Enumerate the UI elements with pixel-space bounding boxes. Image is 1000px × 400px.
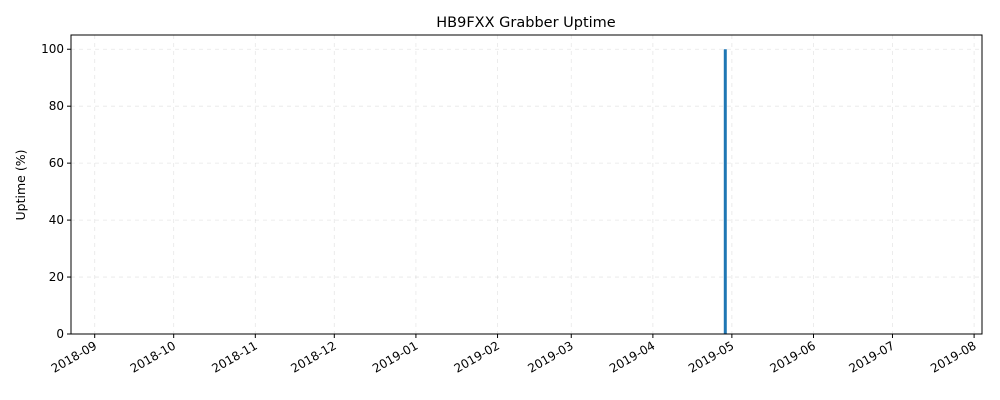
x-tick-label: 2019-05 — [686, 338, 736, 375]
x-tick-label: 2018-11 — [209, 338, 259, 375]
y-tick-label: 100 — [41, 42, 64, 56]
x-tick-label: 2019-02 — [452, 338, 502, 375]
y-tick-label: 20 — [49, 270, 64, 284]
bars — [723, 49, 727, 334]
y-tick-label: 80 — [49, 99, 64, 113]
x-tick-label: 2018-09 — [49, 338, 99, 375]
x-tick-label: 2019-06 — [768, 338, 818, 375]
chart-title: HB9FXX Grabber Uptime — [436, 15, 616, 31]
y-tick-label: 40 — [49, 213, 64, 227]
plot-area — [70, 34, 983, 335]
y-tick-label: 60 — [49, 156, 64, 170]
x-tick-label: 2019-03 — [525, 338, 575, 375]
y-tick-label: 0 — [56, 327, 64, 341]
ticks: 2018-09 2018-10 2018-11 2018-12 2019-01 2019-… — [41, 42, 979, 375]
x-tick-label: 2019-04 — [607, 338, 657, 375]
y-axis-label: Uptime (%) — [13, 150, 28, 221]
x-tick-label: 2019-07 — [847, 338, 897, 375]
x-tick-label: 2018-10 — [128, 338, 178, 375]
x-tick-label: 2018-12 — [288, 338, 338, 375]
x-tick-label: 2019-08 — [928, 338, 978, 375]
grid — [71, 35, 982, 335]
uptime-bar — [723, 49, 727, 334]
x-tick-label: 2019-01 — [370, 338, 420, 375]
